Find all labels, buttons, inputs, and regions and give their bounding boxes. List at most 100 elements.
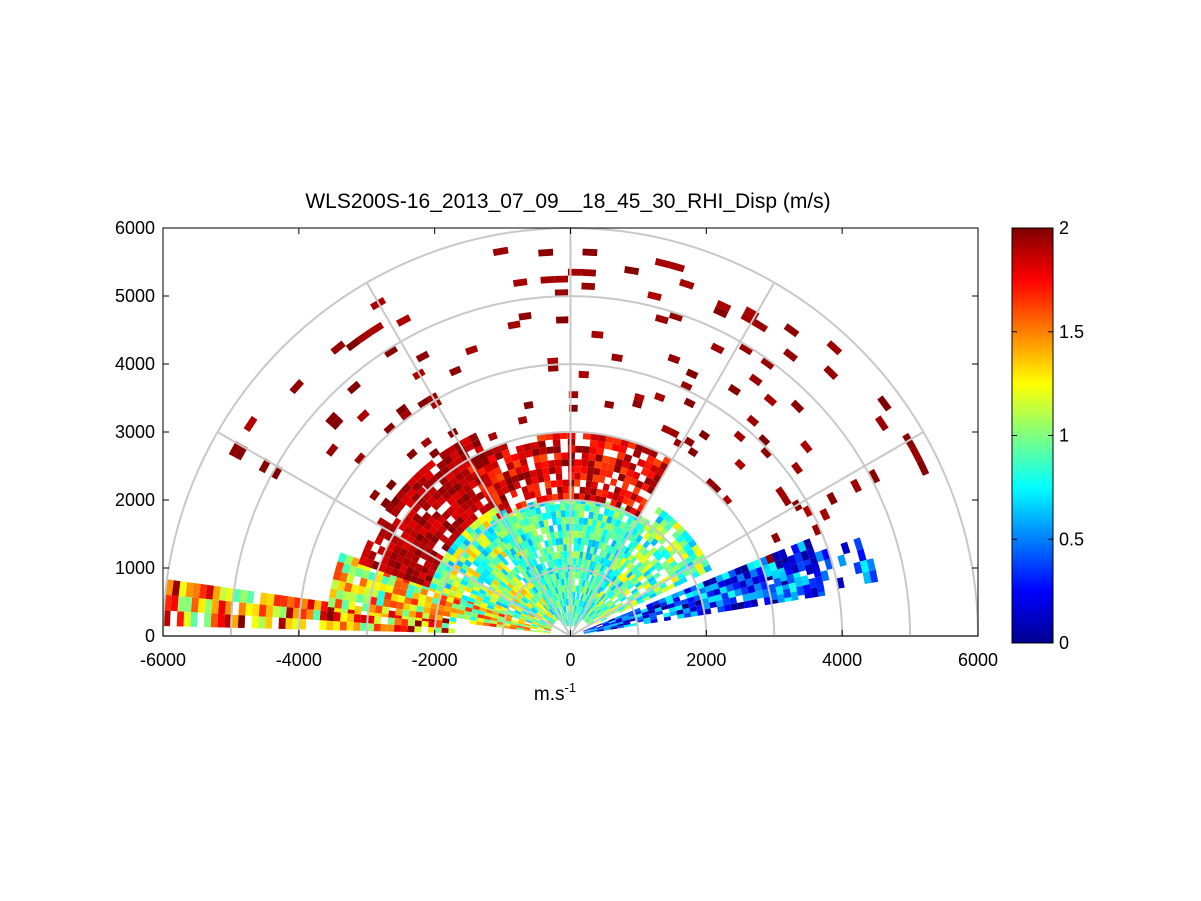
data-cell bbox=[457, 487, 467, 498]
data-cell bbox=[653, 561, 662, 569]
data-cell bbox=[212, 585, 221, 601]
data-cell bbox=[537, 625, 545, 629]
data-cell bbox=[495, 473, 505, 482]
data-cell bbox=[410, 598, 419, 606]
data-cell bbox=[555, 558, 560, 566]
data-cell bbox=[677, 613, 685, 619]
data-cell bbox=[444, 471, 455, 481]
data-cell bbox=[643, 461, 653, 471]
data-cell bbox=[572, 578, 575, 586]
data-cell bbox=[560, 510, 566, 518]
data-cell bbox=[514, 609, 522, 615]
data-cell bbox=[286, 596, 295, 608]
data-cell bbox=[481, 549, 490, 558]
data-cell bbox=[553, 614, 559, 620]
data-cell bbox=[472, 604, 480, 611]
data-cell bbox=[556, 600, 560, 608]
data-cell bbox=[585, 595, 590, 603]
data-cell bbox=[811, 523, 822, 536]
data-cell bbox=[197, 598, 206, 613]
data-cell bbox=[494, 576, 502, 584]
data-cell bbox=[258, 616, 266, 629]
data-cell bbox=[594, 460, 602, 469]
data-cell bbox=[589, 575, 595, 583]
data-cell bbox=[490, 490, 500, 500]
data-cell bbox=[808, 577, 817, 589]
data-cell bbox=[515, 564, 523, 572]
data-cell bbox=[602, 483, 610, 492]
data-cell bbox=[535, 468, 544, 477]
data-cell bbox=[377, 590, 386, 599]
data-cell bbox=[382, 599, 391, 608]
data-cell bbox=[668, 606, 677, 613]
data-cell bbox=[508, 591, 516, 598]
data-cell bbox=[483, 502, 493, 512]
data-cell bbox=[361, 547, 371, 558]
data-cell bbox=[503, 625, 511, 629]
data-cell bbox=[584, 504, 591, 512]
data-cell bbox=[483, 595, 491, 602]
data-cell bbox=[428, 621, 436, 628]
data-cell bbox=[586, 608, 592, 615]
data-cell bbox=[654, 258, 671, 269]
data-cell bbox=[610, 517, 618, 526]
data-cell bbox=[435, 566, 445, 575]
data-cell bbox=[517, 621, 525, 625]
data-cell bbox=[796, 585, 805, 596]
data-cell bbox=[402, 557, 411, 567]
polar-grid-spoke bbox=[365, 282, 572, 637]
data-cell bbox=[623, 578, 631, 586]
data-cell bbox=[577, 592, 581, 600]
data-cell bbox=[507, 320, 521, 330]
data-cell bbox=[337, 580, 346, 592]
data-cell bbox=[501, 578, 509, 586]
data-cell bbox=[524, 584, 531, 591]
data-cell bbox=[715, 300, 732, 313]
data-cell bbox=[534, 603, 541, 610]
data-cell bbox=[636, 584, 644, 591]
data-cell bbox=[488, 572, 497, 580]
data-cell bbox=[465, 498, 475, 508]
data-cell bbox=[523, 517, 530, 526]
data-cell bbox=[412, 470, 424, 482]
data-cell bbox=[723, 577, 733, 587]
data-cell bbox=[658, 597, 667, 604]
x-axis-label-base: m.s bbox=[534, 684, 565, 705]
data-cell bbox=[484, 545, 493, 554]
data-cell bbox=[478, 574, 487, 582]
data-cell bbox=[800, 549, 810, 562]
data-cell bbox=[464, 586, 473, 594]
data-cell bbox=[596, 625, 604, 629]
data-cell bbox=[561, 592, 565, 600]
data-cell bbox=[727, 590, 736, 599]
data-cell bbox=[591, 539, 597, 548]
data-cell bbox=[285, 618, 293, 630]
y-tick-label: 1000 bbox=[115, 558, 155, 578]
data-cell bbox=[417, 397, 430, 409]
data-cell bbox=[265, 605, 274, 618]
data-cell bbox=[464, 606, 473, 613]
data-cell bbox=[574, 510, 580, 518]
data-cell bbox=[635, 595, 643, 602]
data-cell bbox=[653, 603, 661, 609]
data-cell bbox=[634, 530, 643, 539]
data-cell bbox=[563, 606, 566, 613]
data-cell bbox=[602, 558, 608, 566]
data-cell bbox=[733, 430, 746, 443]
data-cell bbox=[627, 498, 636, 508]
data-cell bbox=[539, 608, 546, 614]
data-cell bbox=[703, 608, 712, 615]
data-cell bbox=[579, 600, 583, 608]
data-cell bbox=[600, 617, 608, 622]
data-cell bbox=[548, 604, 554, 612]
data-cell bbox=[178, 581, 188, 597]
data-cell bbox=[544, 603, 550, 611]
data-cell bbox=[611, 609, 619, 615]
data-cell bbox=[647, 576, 656, 583]
data-cell bbox=[503, 622, 511, 627]
data-cell bbox=[442, 481, 453, 491]
data-cell bbox=[796, 540, 807, 553]
data-cell bbox=[436, 609, 444, 616]
data-cell bbox=[532, 514, 539, 523]
data-cell bbox=[532, 529, 539, 537]
